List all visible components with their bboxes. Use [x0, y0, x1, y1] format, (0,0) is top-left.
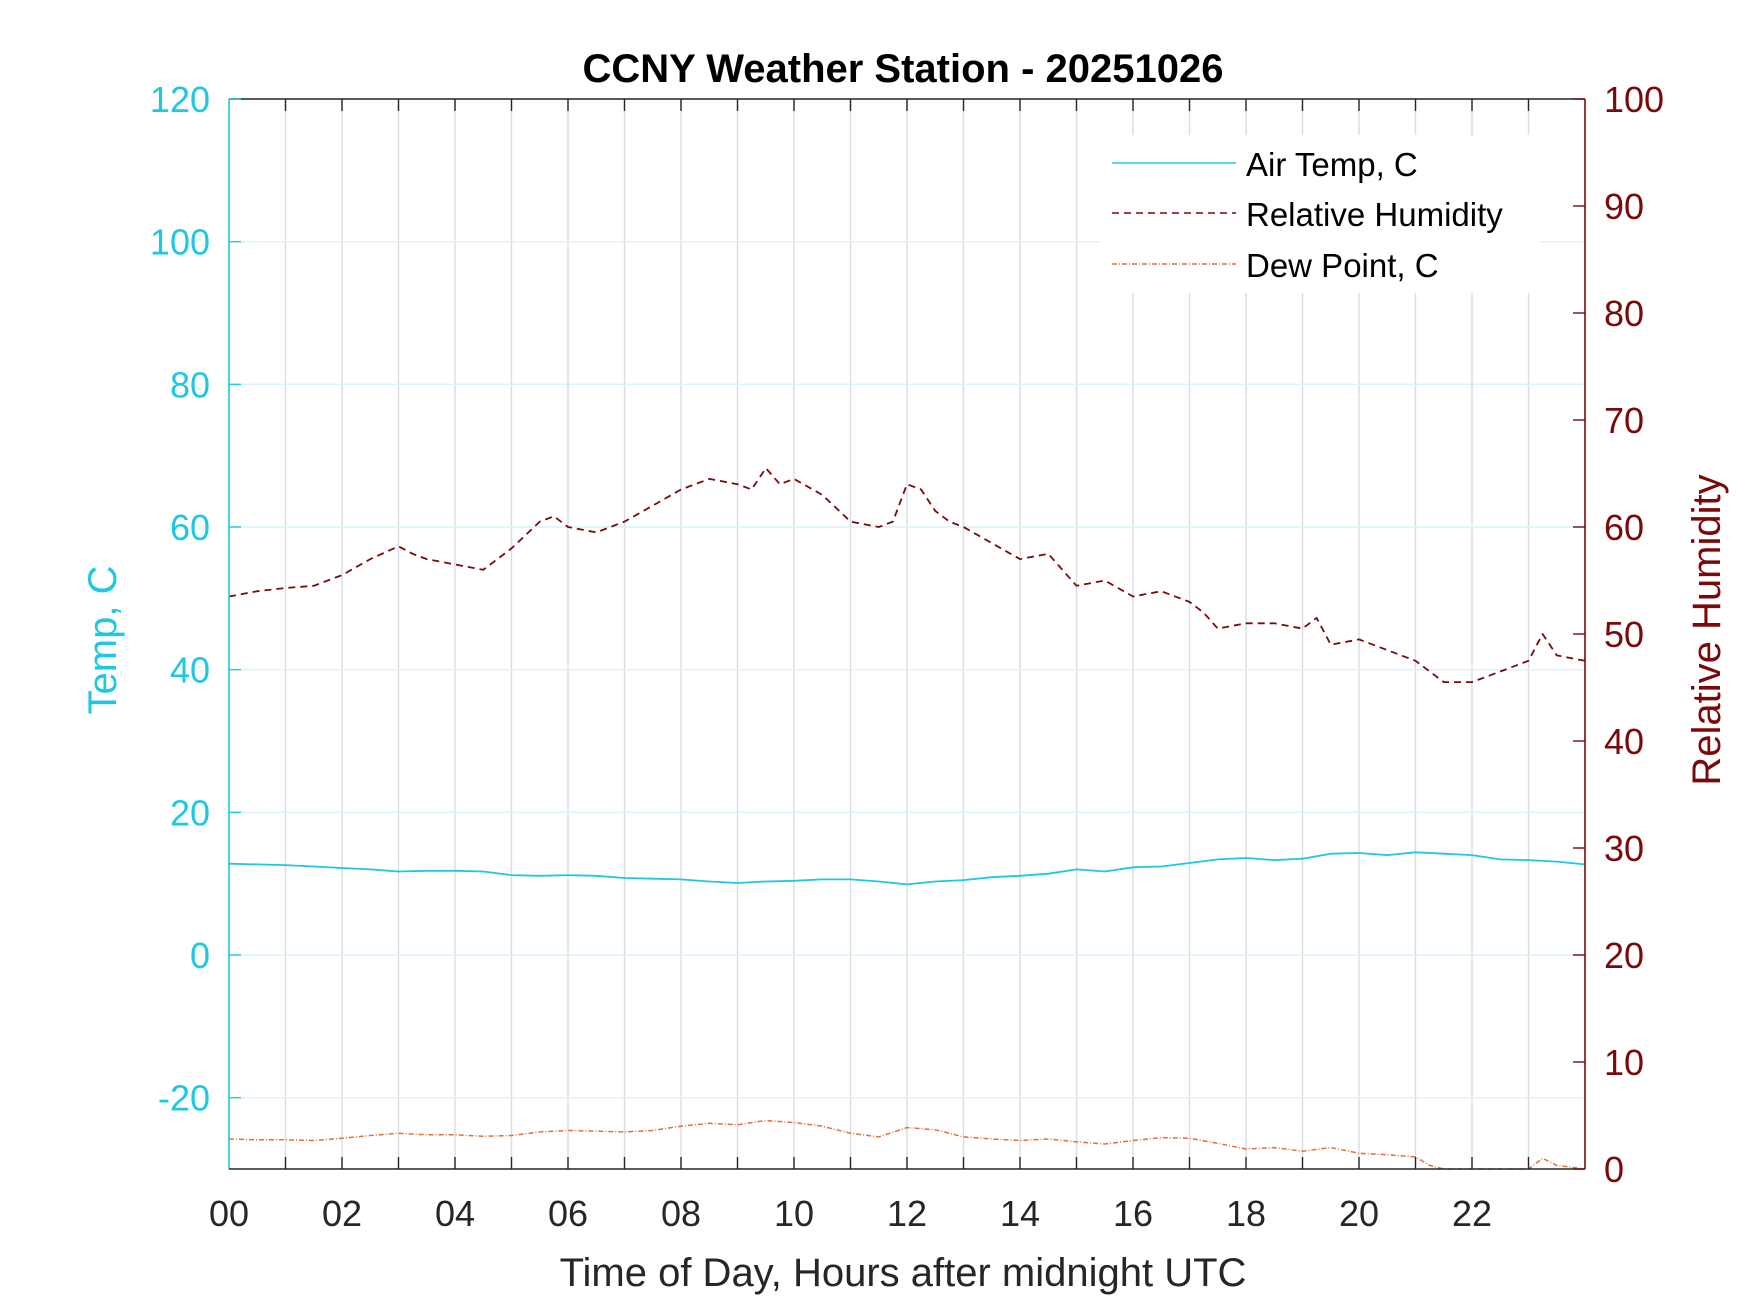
x-tick-label: 10: [774, 1193, 814, 1234]
grid-layer: [229, 98, 1585, 1169]
y-left-tick-label: 120: [150, 79, 210, 120]
series-line-dew-point: [228, 1119, 1586, 1170]
x-tick-label: 22: [1452, 1193, 1492, 1234]
ticks-layer: 00 02 04 06 08 10 12 14 16 18 20 22-200204060801001…: [150, 79, 1664, 1234]
x-tick-label: 06: [548, 1193, 588, 1234]
y-right-tick-label: 100: [1604, 79, 1664, 120]
y-left-tick-label: 100: [150, 222, 210, 263]
series-line-humidity: [228, 467, 1586, 683]
x-tick-label: 00: [209, 1193, 249, 1234]
y-right-tick-label: 80: [1604, 293, 1644, 334]
y-right-tick-label: 0: [1604, 1149, 1624, 1190]
y-right-tick-label: 10: [1604, 1042, 1644, 1083]
y-right-tick-label: 20: [1604, 935, 1644, 976]
chart-title: CCNY Weather Station - 20251026: [583, 47, 1224, 91]
x-tick-label: 18: [1226, 1193, 1266, 1234]
y-left-tick-label: 60: [170, 507, 210, 548]
y-axis-right-label: Relative Humidity: [1685, 474, 1729, 785]
y-right-tick-label: 70: [1604, 400, 1644, 441]
x-tick-label: 20: [1339, 1193, 1379, 1234]
x-axis-label: Time of Day, Hours after midnight UTC: [560, 1251, 1247, 1295]
y-right-tick-label: 40: [1604, 721, 1644, 762]
legend-label-humidity: Relative Humidity: [1246, 196, 1503, 233]
y-axis-left-label: Temp, C: [81, 566, 125, 715]
y-left-tick-label: -20: [158, 1078, 210, 1119]
y-left-tick-label: 40: [170, 650, 210, 691]
y-left-tick-label: 20: [170, 792, 210, 833]
series-layer: [228, 467, 1586, 1170]
y-right-tick-label: 30: [1604, 828, 1644, 869]
legend-box: [1100, 135, 1540, 293]
x-tick-label: 16: [1113, 1193, 1153, 1234]
legend: Air Temp, C Relative Humidity Dew Point,…: [1100, 135, 1540, 293]
legend-label-air-temp: Air Temp, C: [1246, 146, 1418, 183]
y-right-tick-label: 50: [1604, 614, 1644, 655]
x-tick-label: 08: [661, 1193, 701, 1234]
y-right-tick-label: 90: [1604, 186, 1644, 227]
y-left-tick-label: 0: [190, 935, 210, 976]
x-tick-label: 02: [322, 1193, 362, 1234]
legend-label-dew-point: Dew Point, C: [1246, 247, 1439, 284]
x-tick-label: 14: [1000, 1193, 1040, 1234]
x-tick-label: 12: [887, 1193, 927, 1234]
y-right-tick-label: 60: [1604, 507, 1644, 548]
y-left-tick-label: 80: [170, 364, 210, 405]
x-tick-label: 04: [435, 1193, 475, 1234]
series-line-air-temp: [228, 851, 1586, 886]
